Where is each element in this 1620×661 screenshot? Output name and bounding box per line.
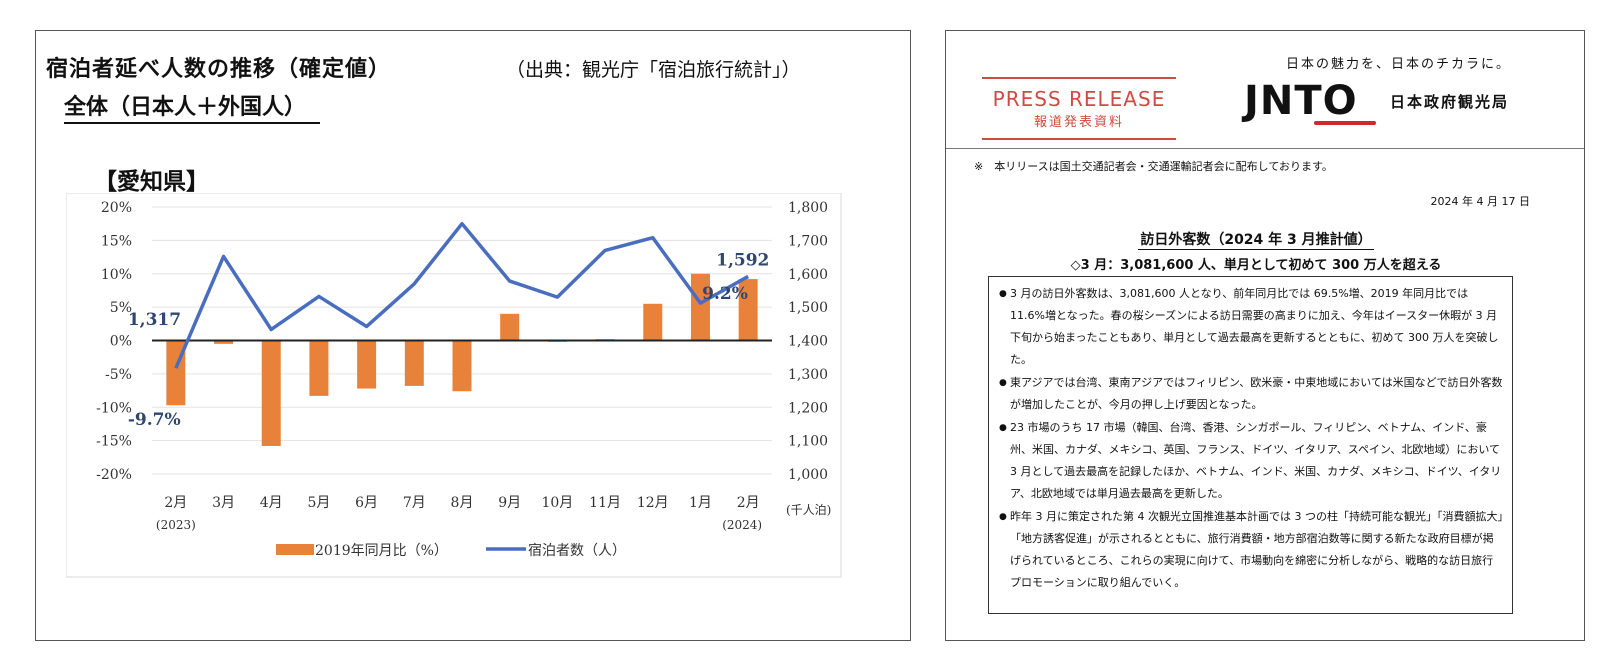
legend-bar-swatch xyxy=(276,544,314,555)
bar xyxy=(309,340,329,396)
y-left-tick-label: -5% xyxy=(105,367,132,383)
x-tick-label: 6月 xyxy=(355,495,378,511)
legend-bar-label: 2019年同月比（%） xyxy=(315,543,448,559)
release-heading-text: 訪日外客数（2024 年 3 月推計値） xyxy=(1138,232,1374,250)
summary-box: 3 月の訪日外客数は、3,081,600 人となり、前年同月比では 69.5%増… xyxy=(988,276,1513,614)
y-right-tick-label: 1,300 xyxy=(788,367,828,383)
x-tick-label: 9月 xyxy=(498,495,521,511)
press-release-rule-top xyxy=(982,77,1176,79)
y-right-tick-label: 1,500 xyxy=(788,300,828,316)
bar xyxy=(261,340,281,446)
legend-line-label: 宿泊者数（人） xyxy=(528,542,626,559)
x-tick-label: 4月 xyxy=(260,495,283,511)
y-right-tick-label: 1,400 xyxy=(788,334,828,350)
press-release-label: PRESS RELEASE xyxy=(992,87,1166,111)
chart-source: （出典：観光庁「宿泊旅行統計」） xyxy=(506,59,801,81)
y-right-unit-label: (千人泊) xyxy=(786,503,831,517)
line-series xyxy=(174,221,750,369)
summary-bullet: 昨年 3 月に策定された第 4 次観光立国推進基本計画では 3 つの柱「持続可能… xyxy=(999,506,1504,594)
press-release-rule-bottom xyxy=(982,138,1176,140)
x-tick-label: 2月 xyxy=(737,495,760,511)
bar-value-label: -9.7% xyxy=(128,410,181,430)
bar xyxy=(452,340,472,392)
line-value-label: 1,317 xyxy=(128,310,181,330)
jnto-logo: JNTO xyxy=(1244,78,1358,124)
chart-subtitle: 全体（日本人＋外国人） xyxy=(64,89,321,124)
x-tick-label: 11月 xyxy=(589,495,621,511)
bar xyxy=(690,273,710,341)
release-date: 2024 年 4 月 17 日 xyxy=(1430,195,1530,208)
x-tick-label: 2月 xyxy=(164,495,187,511)
release-subheading: ◇3 月：3,081,600 人、単月として初めて 300 万人を超える xyxy=(1070,258,1442,273)
x-tick-label: 10月 xyxy=(541,495,573,511)
y-right-tick-label: 1,700 xyxy=(788,233,828,249)
jnto-tagline: 日本の魅力を、日本のチカラに。 xyxy=(1286,57,1512,72)
x-tick-label: 12月 xyxy=(637,495,669,511)
release-heading: 訪日外客数（2024 年 3 月推計値） xyxy=(946,229,1566,250)
chart-panel: 宿泊者延べ人数の推移（確定値） （出典：観光庁「宿泊旅行統計」） 全体（日本人＋… xyxy=(35,30,911,641)
y-right-tick-label: 1,100 xyxy=(788,434,828,450)
bar xyxy=(214,340,234,344)
distribution-note: ※ 本リリースは国土交通記者会・交通運輸記者会に配布しております。 xyxy=(974,160,1333,173)
press-release-panel: PRESS RELEASE 報道発表資料 日本の魅力を、日本のチカラに。 JNT… xyxy=(945,30,1585,641)
jnto-logo-swoosh xyxy=(1314,121,1376,125)
y-left-tick-label: -10% xyxy=(96,400,132,416)
x-tick-label: 3月 xyxy=(212,495,235,511)
y-left-tick-label: 0% xyxy=(110,334,132,350)
x-tick-sublabel: (2023) xyxy=(156,518,196,532)
y-left-tick-label: -20% xyxy=(96,467,132,483)
bar xyxy=(500,313,520,341)
y-right-tick-label: 1,200 xyxy=(788,400,828,416)
y-right-tick-label: 1,000 xyxy=(788,467,828,483)
y-right-tick-label: 1,600 xyxy=(788,267,828,283)
summary-bullet: 東アジアでは台湾、東南アジアではフィリピン、欧米豪・中東地域においては米国などで… xyxy=(999,372,1504,416)
y-right-tick-label: 1,800 xyxy=(788,200,828,216)
chart-region-label: 【愛知県】 xyxy=(94,169,209,195)
press-release-label-ja: 報道発表資料 xyxy=(1033,115,1124,130)
bar xyxy=(357,340,377,389)
header-divider xyxy=(946,148,1584,149)
y-left-tick-label: 5% xyxy=(110,300,132,316)
x-tick-label: 7月 xyxy=(403,495,426,511)
organization-name: 日本政府観光局 xyxy=(1390,93,1510,111)
press-release-badge: PRESS RELEASE 報道発表資料 xyxy=(982,77,1176,140)
x-tick-label: 8月 xyxy=(451,495,474,511)
bar-value-label: 9.2% xyxy=(702,284,748,304)
y-left-tick-label: -15% xyxy=(96,434,132,450)
x-tick-label: 1月 xyxy=(689,495,712,511)
x-tick-label: 5月 xyxy=(307,495,330,511)
bar xyxy=(643,303,663,341)
y-left-tick-label: 15% xyxy=(101,233,132,249)
line-value-label: 1,592 xyxy=(716,250,769,270)
y-left-tick-label: 20% xyxy=(101,200,132,216)
chart-panel-title: 宿泊者延べ人数の推移（確定値） xyxy=(46,57,392,82)
bar xyxy=(738,279,758,341)
y-left-tick-label: 10% xyxy=(101,267,132,283)
bar xyxy=(404,340,424,386)
combo-chart: 20% 15% 10% 5% 0% -5% -10% -15% -20% 1,800 1,700 1,… xyxy=(66,193,842,578)
summary-bullet: 3 月の訪日外客数は、3,081,600 人となり、前年同月比では 69.5%増… xyxy=(999,283,1504,371)
x-tick-sublabel: (2024) xyxy=(722,518,762,532)
summary-bullet: 23 市場のうち 17 市場（韓国、台湾、香港、シンガポール、フィリピン、ベトナ… xyxy=(999,417,1504,505)
